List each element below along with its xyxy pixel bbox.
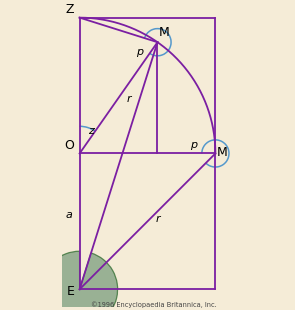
- Text: z: z: [88, 126, 94, 136]
- Text: E: E: [66, 285, 74, 298]
- Text: r: r: [127, 94, 131, 104]
- Text: p: p: [190, 140, 197, 150]
- Text: Z: Z: [66, 3, 74, 16]
- Text: p: p: [136, 47, 143, 57]
- Wedge shape: [42, 251, 118, 310]
- Text: a: a: [66, 210, 73, 219]
- Text: O: O: [64, 139, 74, 152]
- Text: r: r: [156, 214, 160, 224]
- Text: M: M: [217, 146, 227, 159]
- Text: ©1996 Encyclopaedia Britannica, Inc.: ©1996 Encyclopaedia Britannica, Inc.: [91, 302, 217, 308]
- Text: M: M: [159, 26, 170, 39]
